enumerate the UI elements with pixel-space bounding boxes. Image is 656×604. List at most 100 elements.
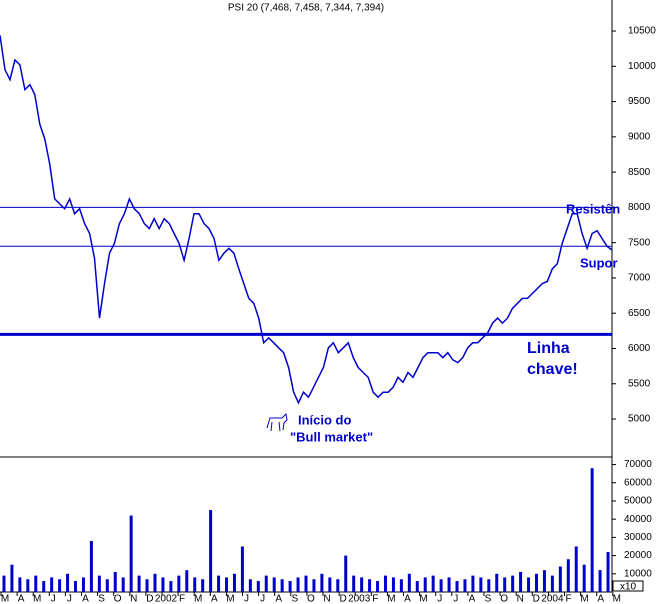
volume-bar [26,579,30,592]
volume-bar [336,579,340,592]
volume-bar [89,541,93,592]
volume-bar [296,577,300,592]
volume-bar [209,510,213,592]
volume-bar [439,579,443,592]
volume-bar [463,579,467,592]
volume-bar [479,577,483,592]
bull-icon [266,412,288,432]
y-tick-label: 9000 [628,131,651,142]
x-tick-label: J [51,594,56,604]
x-tick-label: M [419,594,427,604]
x-tick-label: D [533,594,540,604]
volume-bar [153,573,157,592]
volume-bar [542,570,546,592]
volume-bar [42,581,46,592]
volume-bar [81,577,85,592]
volume-bar [376,581,380,592]
volume-bar [558,566,562,592]
y-tick-label: 9500 [628,96,651,107]
volume-bar [50,577,54,592]
volume-bar [137,575,141,592]
volume-bar [391,577,395,592]
unit-box [612,580,644,592]
volume-bar [145,579,149,592]
volume-bar [550,575,554,592]
x-tick-label: J [437,594,442,604]
volume-bar [193,577,197,592]
volume-bar [288,581,292,592]
volume-bar [280,579,284,592]
x-tick-label: M [580,594,588,604]
x-tick-label: M [387,594,395,604]
x-tick-label: N [323,594,330,604]
volume-bar [360,577,364,592]
y-tick-label: 5000 [628,414,651,425]
volume-bar [74,581,78,592]
volume-bar [606,551,610,592]
x-tick-label: A [597,594,604,604]
y-tick-label: 10000 [628,61,656,72]
x-tick-label: D [146,594,153,604]
volume-bar [256,581,260,592]
x-tick-label: S [485,594,492,604]
x-tick-label: J [453,594,458,604]
annotation: "Bull market" [290,429,373,444]
volume-bar [503,577,507,592]
volume-bar [320,573,324,592]
volume-bar [58,579,62,592]
x-tick-label: 2002 [155,594,178,604]
volume-bar [264,575,268,592]
volume-bar [566,559,570,592]
x-tick-label: N [517,594,524,604]
x-tick-label: A [469,594,476,604]
volume-bar [105,579,109,592]
volume-bar [225,577,229,592]
volume-bar [415,581,419,592]
volume-bar [232,573,236,592]
x-tick-label: F [565,594,571,604]
volume-bar [201,579,205,592]
y-tick-label: 10500 [628,26,656,37]
volume-bar [447,577,451,592]
x-tick-label: J [67,594,72,604]
volume-bar [18,577,22,592]
volume-bar [66,573,70,592]
volume-bar [272,577,276,592]
volume-bar [34,575,38,592]
x-tick-label: D [339,594,346,604]
volume-bar [598,570,602,592]
x-tick-label: M [226,594,234,604]
volume-bar [113,571,117,592]
y-tick-label: 6500 [628,308,651,319]
volume-bar [527,577,531,592]
x-tick-label: J [244,594,249,604]
volume-bar [97,575,101,592]
y2-tick-label: 30000 [624,532,652,543]
volume-bar [471,575,475,592]
volume-bar [177,575,181,592]
annotation: Início do [298,412,352,427]
volume-bar [328,577,332,592]
annotation: Resistên [566,201,620,216]
volume-bar [248,579,252,592]
volume-bar [121,577,125,592]
y2-tick-label: 10000 [624,568,652,579]
x-tick-label: M [33,594,41,604]
volume-bar [240,546,244,592]
y-tick-label: 6000 [628,343,651,354]
volume-bar [169,581,173,592]
x-tick-label: O [500,594,508,604]
volume-unit: x10 [620,582,637,593]
volume-bar [519,571,523,592]
x-tick-label: F [372,594,378,604]
volume-bar [344,555,348,592]
volume-bar [10,564,14,592]
x-tick-label: A [211,594,218,604]
price-line [0,35,613,405]
x-tick-label: M [1,594,9,604]
x-tick-label: S [98,594,105,604]
volume-bar [582,564,586,592]
volume-bar [161,577,165,592]
